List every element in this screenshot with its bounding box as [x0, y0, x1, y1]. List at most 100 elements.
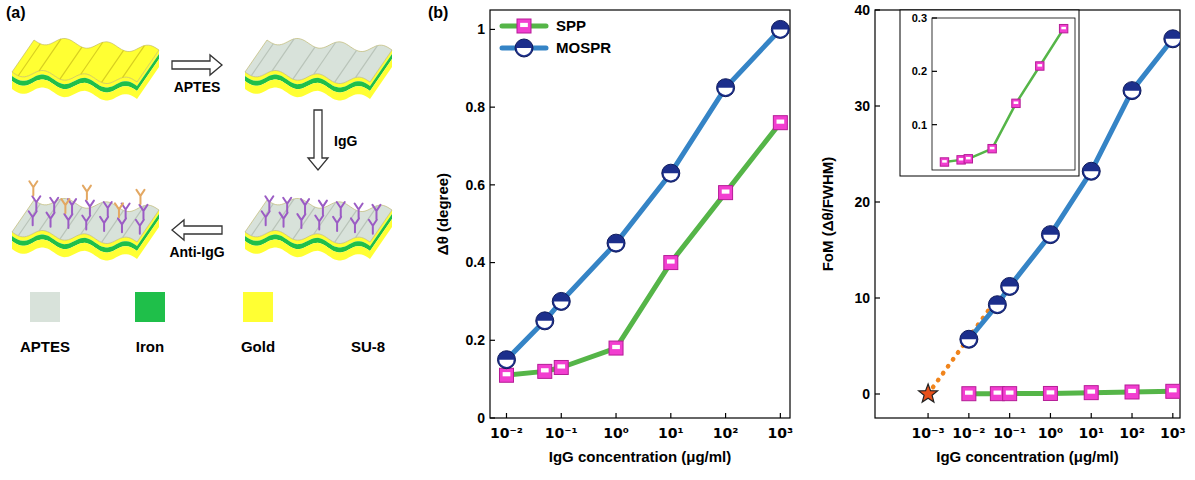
- marker-body: [1059, 24, 1067, 32]
- antibody: [333, 217, 341, 231]
- marker-inner: [1084, 171, 1098, 178]
- antibody: [372, 205, 380, 219]
- marker-inner: [777, 120, 785, 124]
- data: [940, 24, 1068, 166]
- antibody: [315, 216, 323, 230]
- figure: (a)(b)APTESIgGAnti-IgGAPTESIronGoldSU-81…: [0, 0, 1195, 480]
- ridge: [272, 39, 294, 71]
- marker-body: [988, 296, 1006, 314]
- substrate: [12, 181, 159, 260]
- plot-frame: [490, 10, 790, 418]
- y-tick: [875, 201, 880, 202]
- legend-label: SU-8: [351, 338, 385, 355]
- series-line: [506, 123, 780, 376]
- y-tick: [932, 17, 937, 18]
- x-tick: [1131, 413, 1132, 418]
- marker-body: [1123, 82, 1141, 100]
- marker: [773, 116, 787, 130]
- marker-inner: [1037, 64, 1042, 67]
- marker-body: [773, 116, 787, 130]
- marker-body: [960, 330, 978, 348]
- marker: [1001, 277, 1019, 295]
- marker: [1164, 30, 1180, 48]
- top-face: [245, 199, 392, 244]
- marker-body: [538, 364, 552, 378]
- antibody: [280, 213, 288, 227]
- marker-body: [1001, 277, 1019, 295]
- x-tick-label: 10¹: [658, 425, 684, 441]
- y-tick-label: 10: [854, 290, 870, 306]
- marker-body: [662, 164, 680, 182]
- marker-inner: [1002, 286, 1016, 293]
- antibody: [301, 199, 309, 213]
- marker-inner: [517, 48, 531, 55]
- ridge: [81, 202, 103, 234]
- marker: [1059, 24, 1067, 32]
- ridge: [122, 46, 144, 78]
- marker: [919, 384, 938, 402]
- marker-body: [552, 292, 570, 310]
- x-tick-label: 10³: [1160, 425, 1186, 441]
- plot-frame: [875, 10, 1180, 418]
- marker: [609, 341, 623, 355]
- marker-inner: [1043, 235, 1057, 242]
- panel-label: (a): [6, 4, 26, 21]
- layer: [12, 240, 137, 261]
- marker-inner: [722, 189, 730, 193]
- marker: [771, 20, 789, 38]
- antibody: [139, 205, 147, 219]
- antibody: [351, 218, 359, 232]
- chart: 10⁻³10⁻²10⁻¹10⁰10¹10²10³010203040IgG con…: [819, 2, 1186, 465]
- legend-swatch: [353, 292, 383, 322]
- ridge: [355, 46, 377, 78]
- x-axis-title: IgG concentration (μg/ml): [936, 448, 1119, 465]
- substrate: [245, 39, 392, 101]
- y-tick-label: 0: [477, 410, 485, 426]
- marker: [1041, 226, 1059, 244]
- arrow: [172, 220, 222, 240]
- step-label: Anti-IgG: [169, 244, 224, 260]
- marker-inner: [1006, 391, 1014, 395]
- marker-inner: [990, 147, 995, 150]
- series-line: [928, 298, 997, 394]
- antibody: [265, 196, 273, 210]
- y-tick-label: 0.6: [466, 177, 486, 193]
- marker-inner: [959, 158, 964, 161]
- marker-inner: [962, 339, 976, 346]
- ridge: [314, 42, 336, 74]
- antibody: [104, 202, 112, 216]
- marker-inner: [1166, 39, 1180, 46]
- antibody: [47, 213, 55, 227]
- x-tick-label: 10²: [713, 425, 739, 441]
- marker-inner: [541, 368, 549, 372]
- marker-body: [1003, 387, 1017, 401]
- legend-swatch: [135, 292, 165, 322]
- marker-body: [964, 155, 972, 163]
- y-tick-label: 0.2: [912, 65, 927, 77]
- y-tick: [490, 184, 495, 185]
- marker: [988, 144, 996, 152]
- marker: [988, 296, 1006, 314]
- marker-body: [1084, 386, 1098, 400]
- y-axis-title: FoM (Δθ/FWHM): [819, 157, 836, 272]
- marker: [1012, 99, 1020, 107]
- x-tick: [506, 413, 507, 418]
- marker-inner: [664, 173, 678, 180]
- marker-body: [499, 368, 513, 382]
- antibody: [122, 203, 130, 217]
- plot-frame: [932, 18, 1075, 170]
- antibody: [83, 186, 91, 200]
- legend-swatch: [30, 292, 60, 322]
- top-face: [12, 199, 159, 244]
- marker-body: [1036, 62, 1044, 70]
- layer: [12, 80, 137, 101]
- ridge: [335, 50, 357, 82]
- marker-inner: [942, 160, 947, 163]
- y-tick-label: 0.4: [466, 254, 486, 270]
- x-tick: [1009, 413, 1010, 418]
- layer: [245, 240, 370, 261]
- marker-inner: [557, 364, 565, 368]
- antibody: [118, 218, 126, 232]
- x-tick-label: 10⁻²: [490, 425, 523, 441]
- legend-label: SPP: [556, 17, 586, 34]
